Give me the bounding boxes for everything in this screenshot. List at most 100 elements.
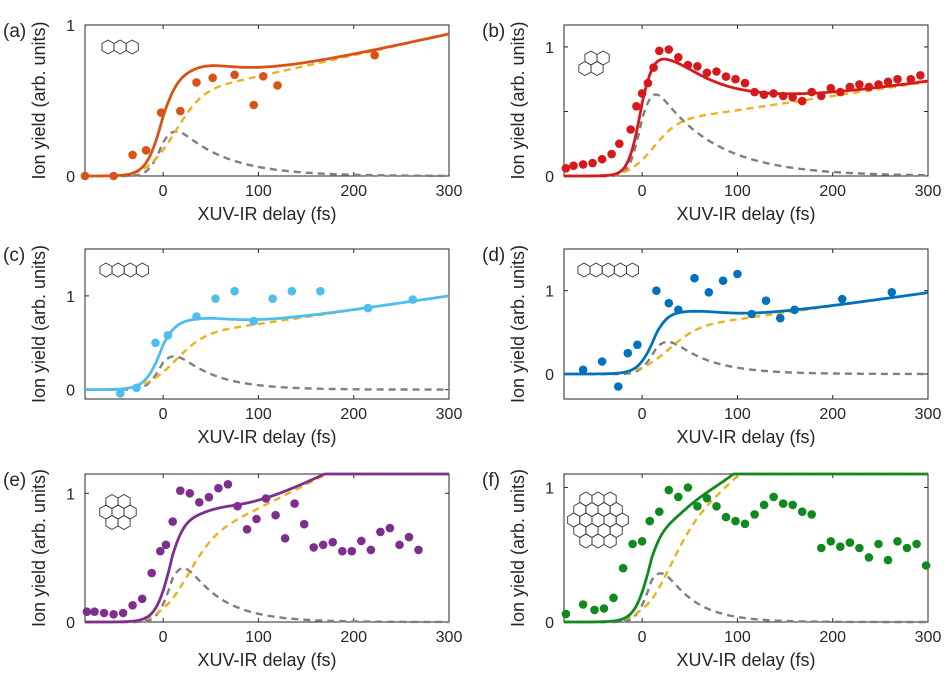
x-tick-label: 200 [819,629,846,646]
y-tick-label: 0 [66,383,75,400]
panel-label: (b) [482,21,505,42]
data-point [561,164,571,173]
data-point [615,139,624,148]
data-point [655,46,664,56]
data-point [902,543,912,553]
data-point [740,78,750,88]
data-point [363,303,373,313]
data-point [618,563,628,573]
data-point [404,532,414,542]
data-point [561,609,571,619]
x-tick-label: 300 [436,406,463,423]
panel-label: (a) [3,21,26,42]
data-point [759,90,769,99]
data-point [674,305,683,315]
data-point [290,499,299,508]
data-point [578,365,588,375]
panel-c: 0 100 200 300 0 1 XUV-IR delay (fs) Ion yield (… [3,245,462,447]
data-point [652,286,661,296]
data-point [817,91,826,101]
y-tick-label: 1 [545,40,554,57]
data-point [147,568,156,578]
data-point [797,507,807,516]
data-point [664,485,674,495]
x-tick-label: 0 [638,183,647,200]
data-point [674,492,683,502]
data-point [318,540,328,550]
data-point [249,316,258,326]
data-point [807,87,816,97]
data-point [674,53,683,62]
fit-line [85,294,450,391]
data-point [836,542,845,551]
data-point [230,70,239,80]
x-tick-label: 300 [915,406,942,423]
data-point [116,389,125,398]
data-point [893,74,902,84]
data-point [693,62,702,71]
x-axis-title: XUV-IR delay (fs) [197,427,336,447]
data-point [921,561,931,570]
data-point [623,348,633,358]
x-tick-label: 100 [724,629,751,646]
data-point [807,510,816,519]
data-point [645,516,655,526]
data-point [299,519,309,529]
data-point [233,501,242,511]
data-point [733,269,742,279]
data-point [649,63,658,72]
y-tick-label: 1 [545,480,554,497]
data-point [82,607,92,616]
data-point [637,537,647,546]
data-point [759,500,769,510]
data-point [704,288,714,297]
x-tick-label: 300 [436,629,463,646]
fit-line [564,291,929,376]
y-tick-label: 0 [545,169,554,186]
panel-b: 0 100 200 300 0 1 XUV-IR delay (fs) Ion yield (… [482,21,941,224]
data-point [845,82,855,92]
y-axis-title: Ion yield (arb. units) [29,469,49,627]
data-point [731,516,740,526]
data-point [309,543,319,552]
data-point [195,498,204,507]
data-point [778,91,788,101]
data-point [887,288,897,297]
data-point [366,545,376,555]
data-point [192,312,201,321]
data-point [693,502,702,511]
molecule-tetracene-icon [99,262,149,278]
data-point [242,525,252,534]
x-tick-label: 100 [724,183,751,200]
panel-f: 0 100 200 300 0 1 XUV-IR delay (fs) Ion yield (… [482,469,941,670]
data-point [176,486,185,496]
data-point [912,539,921,549]
panel-a: 0 100 200 300 0 1 XUV-IR delay (fs) Ion yield (… [3,18,462,224]
data-point [128,601,137,610]
gaussian-component-line [564,340,928,376]
data-point [578,160,588,169]
data-point [632,102,641,111]
y-axis-title: Ion yield (arb. units) [29,21,49,179]
y-tick-label: 0 [66,615,75,632]
data-point [628,539,637,549]
data-point [864,553,874,562]
data-point [230,286,239,296]
panel-label: (e) [3,470,26,491]
x-tick-label: 100 [245,406,272,423]
x-axis-title: XUV-IR delay (fs) [676,204,815,224]
data-point [817,543,826,553]
data-point [643,78,653,88]
x-tick-label: 100 [724,406,751,423]
data-point [597,357,607,366]
data-point [609,593,618,603]
x-tick-label: 300 [436,183,463,200]
y-axis-title: Ion yield (arb. units) [29,245,49,403]
data-point [790,305,799,315]
data-point [376,527,385,537]
x-axis-title: XUV-IR delay (fs) [676,650,815,670]
gaussian-component-line [564,572,928,624]
panel-d: 0 100 200 300 0 1 XUV-IR delay (fs) Ion yield (… [482,245,941,447]
x-axis-title: XUV-IR delay (fs) [197,204,336,224]
step-component-line [564,291,929,376]
